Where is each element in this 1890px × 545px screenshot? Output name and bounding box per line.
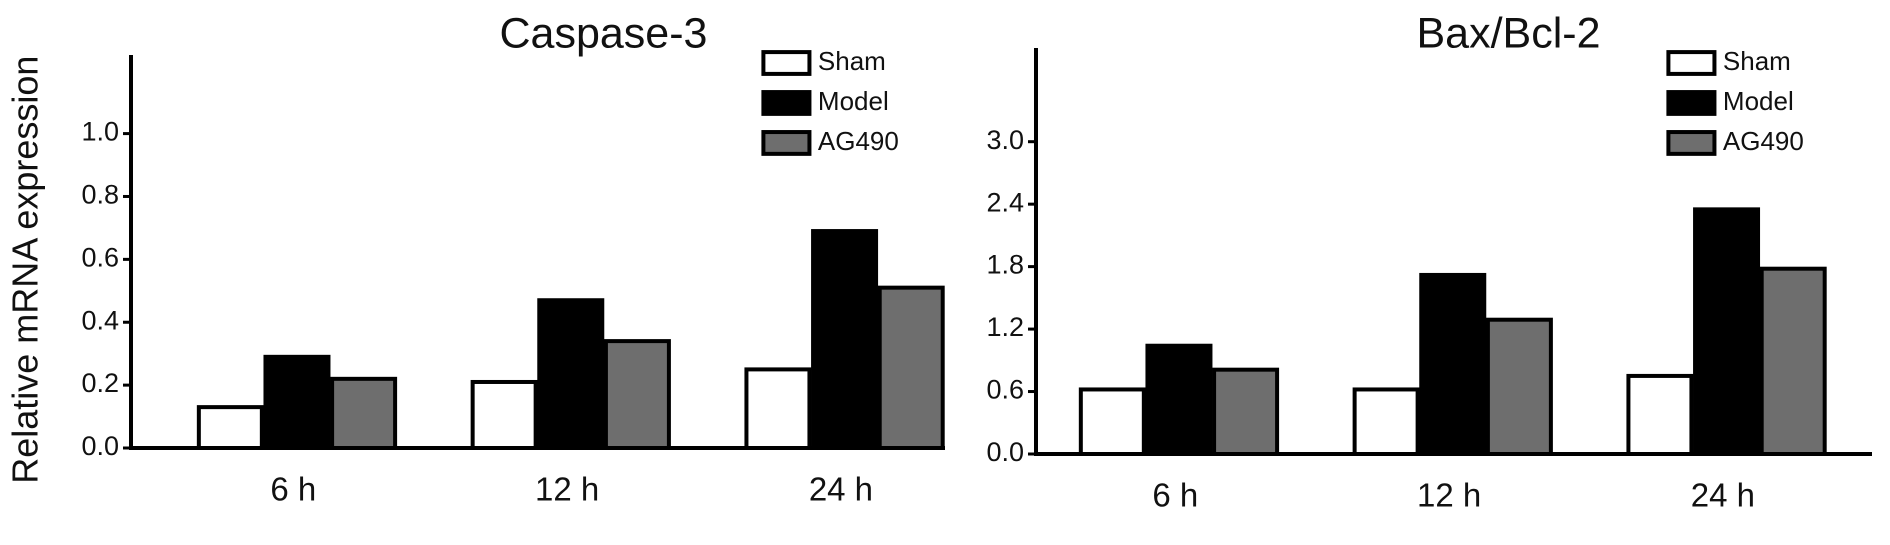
bar [1759, 266, 1827, 457]
bar [1626, 373, 1694, 456]
y-tick-label: 0.8 [81, 180, 119, 210]
legend-label: Sham [818, 46, 886, 76]
bar [1352, 387, 1420, 457]
y-tick-label: 3.0 [986, 125, 1024, 155]
y-tick-label: 0.0 [986, 437, 1024, 467]
legend-swatch [761, 90, 812, 116]
x-tick-label: 24 h [809, 470, 873, 507]
legend-label: Model [1723, 86, 1794, 116]
bar [196, 405, 264, 450]
bar [877, 285, 945, 450]
bar [1693, 207, 1761, 456]
y-tick-label: 0.2 [81, 368, 119, 398]
bar [1145, 343, 1213, 457]
x-tick-label: 24 h [1691, 476, 1755, 513]
y-tick-label: 0.6 [986, 375, 1024, 405]
y-tick-label: 1.0 [81, 117, 119, 147]
legend-swatch [1666, 130, 1717, 156]
bar [1419, 272, 1487, 457]
bar [1212, 367, 1280, 456]
bar [603, 339, 671, 451]
legend-swatch [1666, 90, 1717, 116]
x-tick-label: 12 h [1417, 476, 1481, 513]
chart-title: Bax/Bcl-2 [1416, 10, 1600, 58]
bar [330, 376, 398, 450]
y-axis-label: Relative mRNA expression [5, 56, 46, 484]
legend-label: Model [818, 86, 889, 116]
bar [537, 298, 605, 450]
y-tick-label: 0.6 [81, 242, 119, 272]
bar [811, 229, 879, 450]
legend-swatch [761, 130, 812, 156]
y-tick-label: 2.4 [986, 187, 1024, 217]
legend-swatch [1666, 50, 1717, 76]
bar [1078, 387, 1146, 457]
y-tick-label: 1.8 [986, 250, 1024, 280]
x-tick-label: 6 h [1152, 476, 1198, 513]
bar [263, 354, 331, 451]
x-tick-label: 12 h [535, 470, 599, 507]
legend-label: AG490 [1723, 126, 1804, 156]
bar [470, 379, 538, 451]
y-tick-label: 0.0 [81, 431, 119, 461]
legend-label: Sham [1723, 46, 1791, 76]
legend-label: AG490 [818, 126, 899, 156]
bar [744, 367, 812, 450]
legend-swatch [761, 50, 812, 76]
bar [1485, 317, 1553, 457]
y-tick-label: 1.2 [986, 312, 1024, 342]
chart-title: Caspase-3 [500, 10, 708, 58]
x-tick-label: 6 h [270, 470, 316, 507]
y-tick-label: 0.4 [81, 305, 119, 335]
